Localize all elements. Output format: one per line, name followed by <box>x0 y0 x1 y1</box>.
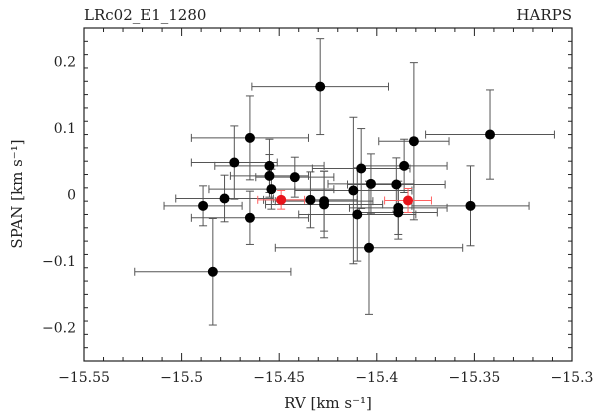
y-tick-label: 0 <box>67 188 76 204</box>
data-point <box>264 160 275 171</box>
data-point <box>399 160 410 171</box>
data-point <box>266 184 277 195</box>
y-axis-ticks <box>84 27 572 362</box>
data-point <box>305 194 316 205</box>
highlight-data-point <box>403 195 414 206</box>
data-point <box>365 178 376 189</box>
data-point <box>408 136 419 147</box>
data-point <box>356 163 367 174</box>
data-point <box>352 209 363 220</box>
data-point <box>393 207 404 218</box>
y-tick-labels: −0.2 −0.1 0 0.1 0.2 <box>42 54 76 336</box>
y-tick-label: −0.2 <box>42 321 76 337</box>
error-bars <box>134 38 555 326</box>
x-tick-label: −15.35 <box>448 370 500 386</box>
data-point <box>244 212 255 223</box>
x-tick-label: −15.45 <box>253 370 305 386</box>
data-point <box>348 185 359 196</box>
data-points <box>198 81 496 277</box>
x-tick-label: −15.3 <box>551 370 594 386</box>
x-axis-title: RV [km s⁻¹] <box>284 394 372 412</box>
data-point <box>391 179 402 190</box>
chart-title-left: LRc02_E1_1280 <box>84 6 206 24</box>
data-point <box>289 172 300 183</box>
y-tick-label: 0.1 <box>54 121 76 137</box>
chart-title-right: HARPS <box>516 6 572 24</box>
x-tick-labels: −15.55 −15.5 −15.45 −15.4 −15.35 −15.3 <box>58 370 593 386</box>
data-point <box>244 132 255 143</box>
data-point <box>207 266 218 277</box>
data-point <box>229 157 240 168</box>
highlight-data-point <box>276 194 287 205</box>
data-point <box>198 200 209 211</box>
x-tick-label: −15.5 <box>160 370 203 386</box>
data-point <box>219 193 230 204</box>
data-point <box>465 200 476 211</box>
x-axis-ticks <box>83 28 573 361</box>
data-point <box>319 199 330 210</box>
y-axis-title: SPAN [km s⁻¹] <box>8 139 26 248</box>
data-point <box>363 242 374 253</box>
x-tick-label: −15.55 <box>58 370 110 386</box>
x-tick-label: −15.4 <box>355 370 398 386</box>
data-point <box>264 170 275 181</box>
data-point <box>315 81 326 92</box>
y-tick-label: −0.1 <box>42 254 76 270</box>
data-point <box>485 129 496 140</box>
y-tick-label: 0.2 <box>54 54 76 70</box>
plot-frame <box>83 27 573 362</box>
